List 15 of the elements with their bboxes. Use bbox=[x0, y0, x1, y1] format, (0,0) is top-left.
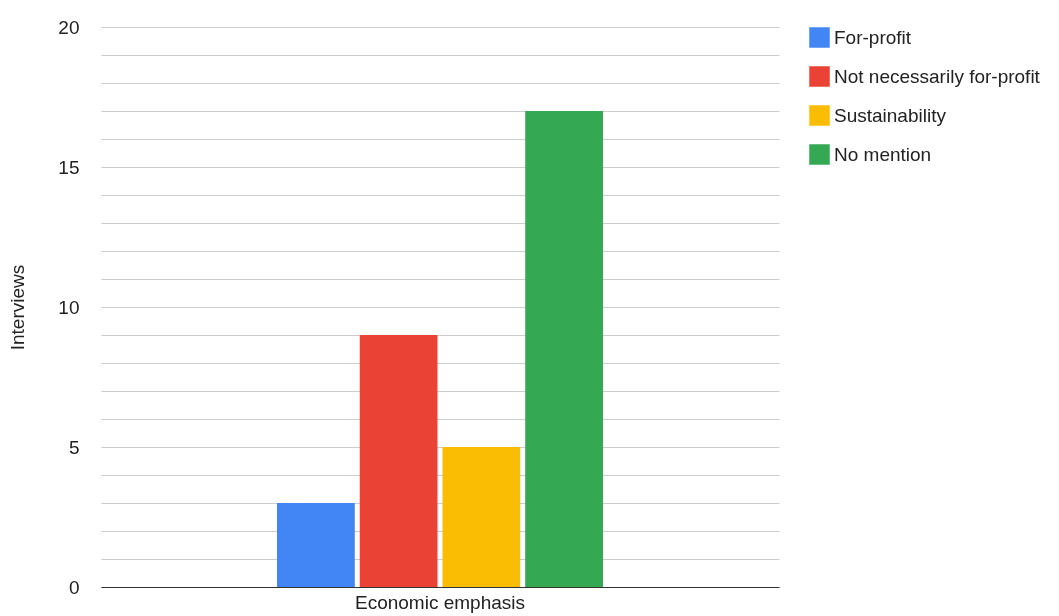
y-tick-label: 5 bbox=[68, 436, 80, 458]
legend-label: For-profit bbox=[834, 26, 912, 48]
y-tick-label: 10 bbox=[58, 296, 80, 318]
y-axis-title: Interviews bbox=[7, 264, 29, 351]
bar bbox=[442, 447, 521, 587]
bar bbox=[277, 503, 355, 587]
x-tick-label: Economic emphasis bbox=[354, 591, 526, 613]
bar bbox=[525, 111, 603, 587]
legend-label: Not necessarily for-profit bbox=[834, 65, 1041, 87]
y-tick-label: 0 bbox=[68, 576, 80, 598]
y-tick-label: 15 bbox=[58, 156, 80, 178]
y-tick-label: 20 bbox=[58, 16, 80, 38]
bar bbox=[359, 335, 438, 587]
legend-label: No mention bbox=[834, 143, 932, 165]
legend-label: Sustainability bbox=[834, 104, 947, 126]
